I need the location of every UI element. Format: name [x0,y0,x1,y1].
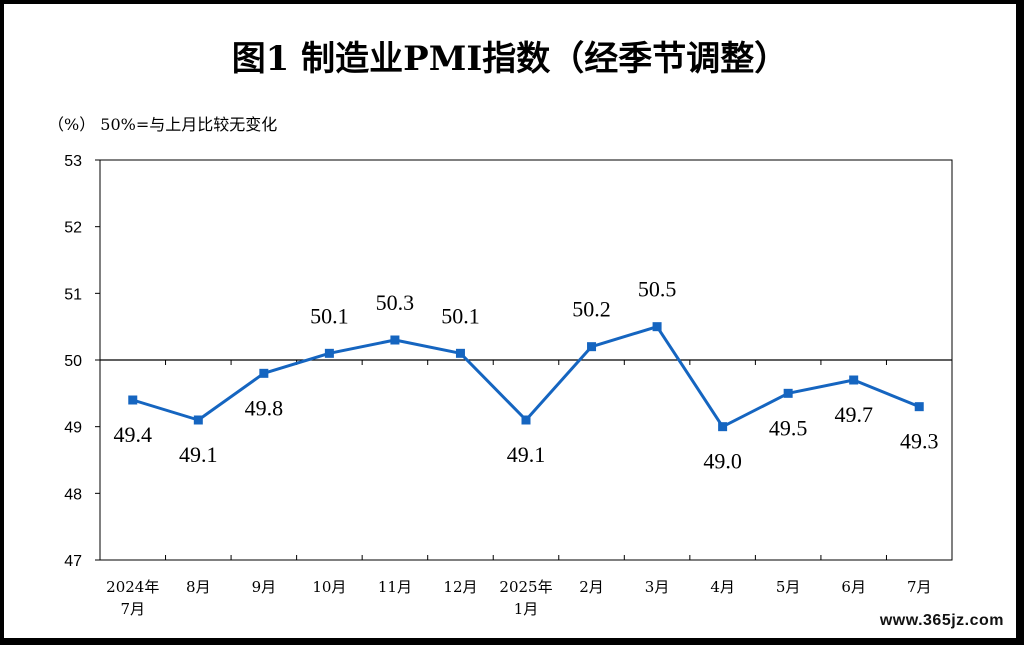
x-tick-label: 3月 [645,578,670,596]
data-point-marker [783,388,793,398]
x-tick-label: 8月 [186,578,211,596]
data-point-marker [128,395,138,405]
x-tick-label: 9月 [252,578,277,596]
chart-title: 图1 制造业PMI指数（经季节调整） [232,39,789,79]
data-point-marker [587,342,597,352]
x-tick-label: 2025年 1月 [499,578,552,618]
data-label: 50.3 [376,290,415,315]
y-tick-label: 53 [64,153,82,170]
data-label: 49.5 [769,415,808,440]
data-label: 49.4 [114,422,153,447]
data-point-marker [455,348,465,358]
x-tick-label: 6月 [841,578,866,596]
data-label: 49.7 [834,402,873,427]
x-tick-label: 7月 [907,578,932,596]
data-point-marker [390,335,400,345]
y-tick-label: 49 [64,420,82,437]
data-label: 49.0 [703,449,742,474]
y-tick-label: 52 [64,220,82,237]
data-label: 49.1 [507,442,546,467]
chart-panel: 图1 制造业PMI指数（经季节调整） （%） 50%=与上月比较无变化 47 48… [4,4,1016,638]
data-point-marker [849,375,859,385]
data-label: 50.5 [638,277,677,302]
x-tick-label: 2月 [579,578,604,596]
data-label: 50.1 [441,303,480,328]
y-tick-label: 50 [64,353,82,370]
x-tick-label: 2024年 7月 [106,578,159,618]
x-tick-label: 10月 [312,578,346,596]
watermark: www.365jz.com [871,610,1012,632]
data-point-marker [914,402,924,412]
data-point-marker [193,415,203,425]
data-point-marker [324,348,334,358]
data-label: 49.3 [900,429,939,454]
x-tick-label: 4月 [710,578,735,596]
unit-note: （%） 50%=与上月比较无变化 [48,115,277,134]
data-label: 49.8 [245,395,284,420]
x-tick-label: 5月 [776,578,801,596]
data-point-marker [718,422,728,432]
data-label: 49.1 [179,442,218,467]
y-tick-label: 48 [64,486,82,503]
y-tick-label: 47 [64,553,82,570]
x-tick-label: 12月 [443,578,477,596]
pmi-line-chart: 图1 制造业PMI指数（经季节调整） （%） 50%=与上月比较无变化 47 48… [48,39,953,618]
x-tick-label: 11月 [378,578,412,596]
y-tick-label: 51 [64,286,82,303]
data-point-marker [521,415,531,425]
plot-area: 47 48 49 50 51 52 53 2024年 7月 8月 9月 10月 11月 12月 2025年 1… [64,153,953,618]
data-point-marker [652,322,662,332]
data-point-marker [259,368,269,378]
data-label: 50.2 [572,297,611,322]
data-label: 50.1 [310,303,349,328]
